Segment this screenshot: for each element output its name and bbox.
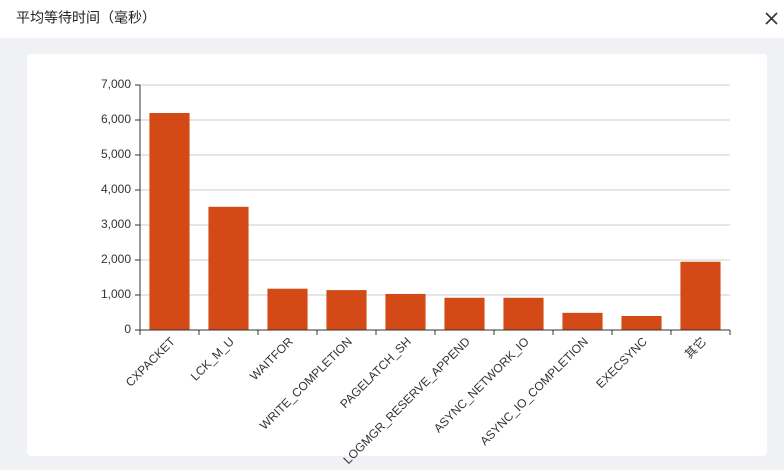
close-button[interactable]	[760, 8, 782, 30]
bar	[680, 261, 721, 330]
bar	[326, 290, 367, 330]
y-tick-label: 2,000	[101, 252, 131, 266]
bar	[267, 288, 308, 330]
y-tick-label: 7,000	[101, 77, 131, 91]
y-tick-label: 5,000	[101, 147, 131, 161]
bar	[444, 297, 485, 330]
bar	[149, 113, 190, 330]
bar	[562, 312, 603, 330]
bar	[385, 293, 426, 330]
bar	[503, 297, 544, 330]
bar	[208, 206, 249, 330]
y-tick-label: 0	[124, 322, 131, 336]
bar	[621, 316, 662, 330]
chart-card	[27, 54, 767, 456]
y-tick-label: 1,000	[101, 287, 131, 301]
dialog-header	[0, 0, 784, 38]
close-icon[interactable]	[765, 12, 778, 25]
y-tick-label: 3,000	[101, 217, 131, 231]
dialog-title: 平均等待时间（毫秒）	[16, 10, 156, 26]
y-tick-label: 6,000	[101, 112, 131, 126]
y-tick-label: 4,000	[101, 182, 131, 196]
